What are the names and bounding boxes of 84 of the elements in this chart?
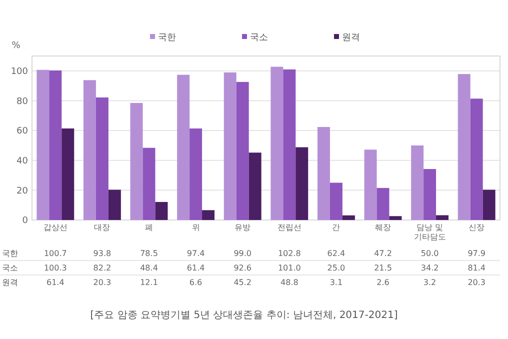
bar bbox=[49, 70, 62, 220]
data-label: 20.3 bbox=[93, 278, 112, 287]
legend-label: 국소 bbox=[250, 33, 268, 44]
bar bbox=[470, 98, 483, 220]
data-label: 45.2 bbox=[234, 278, 252, 287]
bar bbox=[96, 97, 108, 220]
bar bbox=[62, 128, 74, 220]
y-tick-label: 100 bbox=[10, 67, 28, 78]
data-label: 2.6 bbox=[376, 278, 390, 287]
bar bbox=[482, 190, 496, 220]
data-label: 61.4 bbox=[46, 278, 64, 287]
bar bbox=[236, 82, 249, 220]
data-label: 78.5 bbox=[140, 248, 158, 258]
bar bbox=[376, 188, 390, 220]
bar bbox=[130, 102, 143, 220]
x-tick-label: 갑상선 bbox=[43, 223, 68, 232]
bar bbox=[270, 66, 284, 220]
data-label: 97.9 bbox=[468, 248, 486, 258]
legend-label: 원격 bbox=[342, 33, 360, 44]
data-label: 97.4 bbox=[186, 248, 205, 258]
x-tick-label: 담낭 및 기타담도 bbox=[414, 223, 446, 242]
data-label: 61.4 bbox=[186, 263, 205, 272]
bar bbox=[317, 126, 330, 220]
data-label: 34.2 bbox=[420, 263, 439, 272]
text: 국소 bbox=[2, 263, 18, 272]
x-tick-label: 간 bbox=[332, 223, 340, 232]
bar bbox=[248, 152, 262, 220]
bar bbox=[202, 210, 215, 220]
data-label: 62.4 bbox=[327, 248, 346, 258]
x-tick-label: 폐 bbox=[145, 223, 153, 232]
y-tick-label: 40 bbox=[16, 156, 28, 167]
bar bbox=[142, 148, 156, 220]
data-label: 102.8 bbox=[278, 248, 301, 258]
bar bbox=[296, 147, 308, 220]
data-label: 100.7 bbox=[44, 248, 67, 258]
x-tick-label: 유방 bbox=[234, 223, 251, 232]
y-tick-label: 80 bbox=[16, 96, 28, 107]
data-label: 48.4 bbox=[140, 263, 158, 272]
x-tick-label: 췌장 bbox=[375, 223, 391, 232]
data-label: 82.2 bbox=[93, 263, 112, 272]
bar bbox=[436, 215, 449, 220]
data-label: 81.4 bbox=[468, 263, 486, 272]
y-tick-label: 60 bbox=[16, 126, 28, 137]
bar bbox=[342, 215, 355, 220]
bar bbox=[83, 80, 96, 220]
bar bbox=[108, 190, 121, 220]
text: [주요 암종 요약병기별 5년 상대생존율 추이: 남녀전체, 2017-2021] bbox=[90, 310, 398, 321]
bar bbox=[424, 169, 436, 220]
data-label: 25.0 bbox=[327, 263, 346, 272]
x-tick-label: 전립선 bbox=[277, 223, 302, 232]
x-tick-label: 신장 bbox=[468, 223, 485, 232]
text: 국한 bbox=[2, 248, 18, 258]
legend-label: 국한 bbox=[158, 33, 176, 44]
data-label: 21.5 bbox=[374, 263, 392, 272]
bar bbox=[155, 202, 168, 220]
bar bbox=[330, 182, 342, 220]
data-label: 6.6 bbox=[189, 278, 202, 287]
data-label: 12.1 bbox=[140, 278, 158, 287]
x-tick-label: 위 bbox=[192, 223, 200, 232]
data-label: 93.8 bbox=[93, 248, 112, 258]
bar bbox=[389, 216, 402, 220]
bar bbox=[177, 74, 190, 220]
x-tick-label: 대장 bbox=[94, 223, 110, 232]
data-label: 100.3 bbox=[44, 263, 67, 272]
data-label: 48.8 bbox=[280, 278, 298, 287]
bar bbox=[224, 72, 236, 220]
bar bbox=[190, 128, 202, 220]
data-label: 3.2 bbox=[423, 278, 436, 287]
y-tick-label: 20 bbox=[16, 186, 28, 196]
y-tick-label: 0 bbox=[22, 216, 28, 226]
data-label: 92.6 bbox=[234, 263, 252, 272]
bar bbox=[36, 70, 50, 220]
data-label: 99.0 bbox=[234, 248, 252, 258]
bar bbox=[283, 69, 296, 220]
bar bbox=[458, 74, 470, 220]
data-label: 47.2 bbox=[374, 248, 392, 258]
data-label: 20.3 bbox=[468, 278, 486, 287]
data-label: 50.0 bbox=[420, 248, 439, 258]
bar bbox=[364, 150, 377, 220]
data-label: 3.1 bbox=[330, 278, 343, 287]
bar bbox=[411, 145, 424, 220]
text: 원격 bbox=[2, 278, 18, 287]
y-axis-title: % bbox=[12, 41, 21, 51]
data-label: 101.0 bbox=[278, 263, 301, 272]
